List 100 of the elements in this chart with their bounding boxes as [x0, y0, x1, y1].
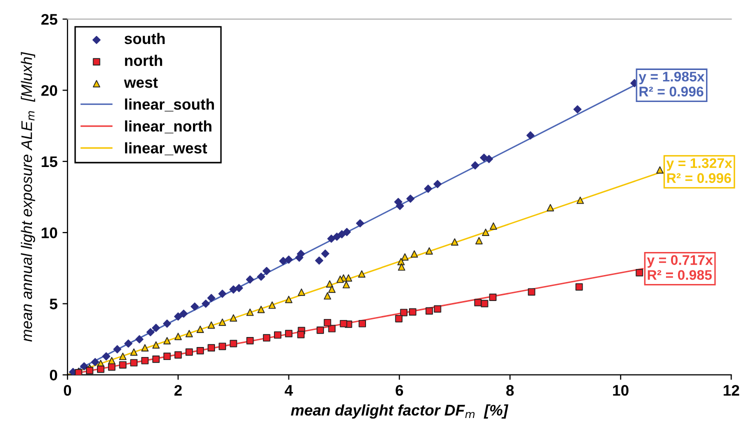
- point: [475, 236, 483, 244]
- point: [332, 232, 341, 241]
- point: [196, 326, 204, 333]
- x-tick-label: 2: [174, 384, 182, 396]
- point: [636, 269, 644, 276]
- point: [400, 308, 408, 316]
- point: [321, 250, 330, 258]
- point: [336, 276, 344, 283]
- y-tick-label: 25: [41, 14, 58, 25]
- point: [262, 334, 270, 342]
- point: [208, 321, 215, 329]
- point: [190, 302, 199, 311]
- point: [528, 288, 536, 296]
- point: [326, 280, 334, 288]
- point: [575, 283, 583, 291]
- point: [324, 318, 332, 326]
- point: [279, 256, 288, 266]
- point: [434, 305, 442, 313]
- point: [207, 294, 216, 302]
- point: [526, 131, 535, 140]
- legend-label: south: [124, 32, 165, 44]
- point: [246, 275, 254, 284]
- annotation: y = 0.717x R² = 0.985: [647, 255, 713, 280]
- point: [576, 196, 584, 204]
- point: [295, 254, 304, 262]
- point: [285, 296, 292, 304]
- legend-label: linear_west: [125, 142, 208, 156]
- point: [268, 301, 276, 309]
- point: [257, 306, 265, 314]
- point: [358, 320, 366, 328]
- point: [152, 356, 160, 363]
- point: [229, 285, 238, 294]
- point: [196, 346, 204, 354]
- point: [141, 356, 149, 364]
- point: [135, 335, 144, 344]
- point: [297, 330, 305, 338]
- point: [327, 234, 336, 243]
- point: [124, 339, 132, 348]
- x-tick-label: 4: [284, 385, 293, 396]
- point: [174, 351, 182, 359]
- point: [108, 363, 116, 371]
- point: [489, 294, 497, 301]
- point: [152, 341, 160, 349]
- point: [102, 352, 110, 360]
- point: [340, 320, 348, 328]
- point: [97, 365, 104, 373]
- point: [186, 330, 193, 338]
- point: [180, 310, 188, 318]
- point: [162, 320, 172, 328]
- point: [656, 166, 664, 174]
- point: [401, 253, 409, 261]
- legend-label: linear_north: [125, 120, 212, 134]
- point: [218, 342, 226, 350]
- point: [482, 228, 490, 236]
- point: [186, 348, 193, 356]
- point: [408, 308, 416, 316]
- point: [174, 332, 182, 340]
- point: [316, 326, 324, 334]
- point: [230, 340, 238, 348]
- point: [230, 314, 238, 322]
- point: [471, 161, 480, 170]
- point: [141, 344, 149, 352]
- point: [410, 250, 418, 258]
- point: [298, 288, 306, 296]
- point: [573, 105, 582, 114]
- y-tick-label: 20: [41, 85, 58, 96]
- point: [218, 290, 226, 298]
- point: [315, 256, 324, 265]
- point: [163, 352, 171, 360]
- point: [234, 284, 244, 292]
- legend-label: north: [125, 54, 162, 66]
- point: [208, 344, 215, 352]
- point: [262, 266, 271, 276]
- point: [257, 272, 266, 281]
- x-tick-label: 8: [506, 384, 514, 396]
- point: [113, 345, 122, 354]
- point: [397, 258, 405, 266]
- point: [284, 256, 293, 264]
- x-tick-label: 6: [396, 384, 404, 396]
- annotation: y = 1.985x R² = 0.996: [638, 72, 705, 96]
- point: [406, 194, 415, 203]
- x-tick-label: 10: [613, 384, 628, 396]
- point: [342, 228, 351, 236]
- y-tick-label: 0: [50, 370, 58, 381]
- annotation: y = 1.327x R² = 0.996: [666, 158, 732, 184]
- point: [86, 366, 94, 374]
- point: [152, 324, 160, 332]
- point: [130, 348, 138, 356]
- point: [474, 298, 482, 306]
- point: [328, 324, 336, 332]
- point: [119, 352, 126, 360]
- y-axis-title: mean annual light exposure ALE$_{m}$ [Mluxh]: [20, 52, 36, 342]
- y-tick-label: 5: [50, 298, 58, 310]
- point: [328, 286, 336, 293]
- point: [356, 219, 364, 228]
- legend-label: linear_south: [125, 98, 214, 112]
- point: [342, 280, 350, 288]
- point: [546, 204, 554, 212]
- point: [324, 292, 332, 300]
- x-tick-label: 0: [64, 384, 72, 396]
